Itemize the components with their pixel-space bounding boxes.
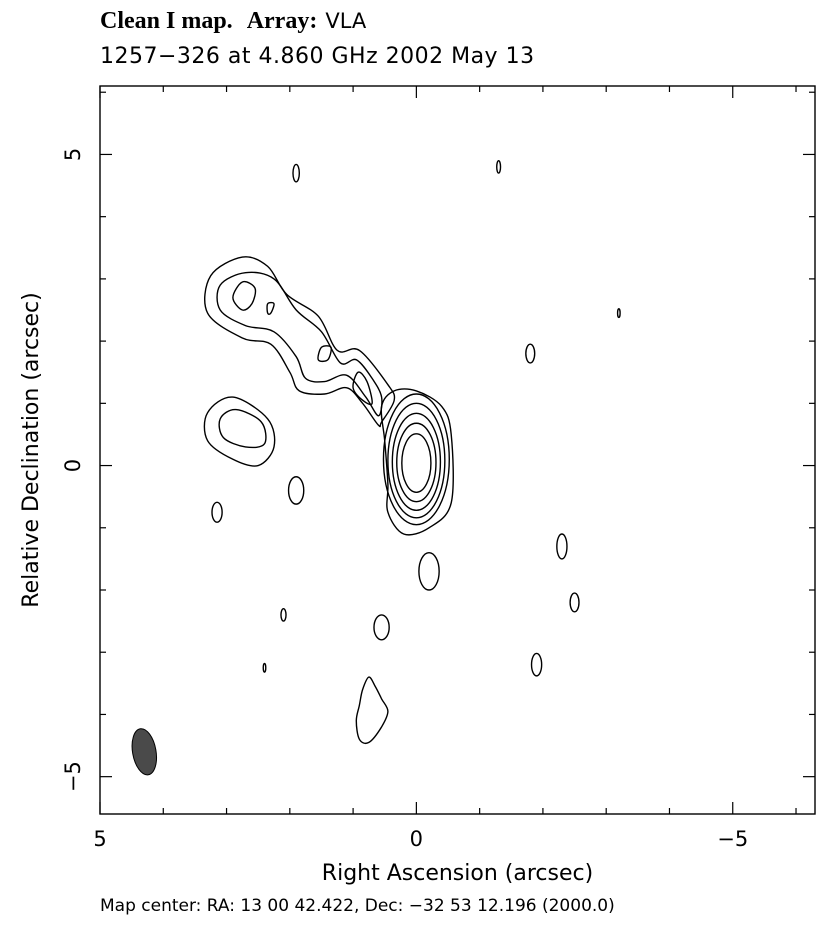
noise-contour-6 <box>556 533 568 560</box>
tick-layer <box>99 86 815 814</box>
map-center-footer: Map center: RA: 13 00 42.422, Dec: −32 5… <box>100 896 615 916</box>
noise-contour-2 <box>616 308 621 319</box>
core-outer-contour <box>380 388 454 536</box>
label-layer: 5 0 −5 5 0 −5 Right Ascension (arcsec) Relative… <box>19 148 748 886</box>
y-tick-label: 0 <box>61 459 85 472</box>
southern-contour <box>355 676 389 745</box>
noise-contour-3 <box>525 343 536 364</box>
jet-contour-4 <box>266 301 275 315</box>
noise-contour-0 <box>292 163 301 183</box>
noise-contour-8 <box>530 652 543 677</box>
noise-contour-4 <box>287 476 305 505</box>
jet-contour-2 <box>352 371 373 406</box>
noise-contour-12 <box>262 662 267 673</box>
noise-contour-11 <box>280 607 287 622</box>
core-contour-2 <box>391 412 442 512</box>
beam-layer <box>131 728 158 776</box>
array-value: VLA <box>325 9 367 33</box>
y-axis-title: Relative Declination (arcsec) <box>19 292 44 607</box>
jet-contour-5 <box>317 345 332 363</box>
chart-subtitle: 1257−326 at 4.860 GHz 2002 May 13 <box>100 44 535 69</box>
contour-layer <box>203 159 621 745</box>
jet-contour-0 <box>204 256 396 428</box>
plot-frame <box>99 85 816 815</box>
noise-contour-10 <box>373 614 390 641</box>
jet-contour-6 <box>203 396 276 467</box>
x-tick-label: 5 <box>93 827 106 851</box>
core-contour-3 <box>396 422 437 503</box>
noise-contour-7 <box>569 592 580 613</box>
core-contour-4 <box>401 433 432 494</box>
jet-contour-1 <box>216 271 383 417</box>
x-tick-label: −5 <box>717 827 748 851</box>
core-contour-0 <box>382 393 450 526</box>
y-tick-label: 5 <box>61 148 85 161</box>
core-contour-1 <box>387 402 446 519</box>
y-tick-label: −5 <box>61 761 85 792</box>
map-label: Clean I map. <box>100 8 233 34</box>
noise-contour-1 <box>496 159 502 174</box>
chart-title: Clean I map. Array: VLA <box>100 8 366 35</box>
noise-contour-5 <box>211 501 223 523</box>
array-label: Array: <box>246 8 318 34</box>
jet-contour-7 <box>218 408 267 449</box>
x-tick-label: 0 <box>410 827 423 851</box>
noise-contour-9 <box>418 551 440 591</box>
beam-ellipse <box>131 728 158 776</box>
jet-contour-3 <box>232 280 257 311</box>
x-axis-title: Right Ascension (arcsec) <box>322 861 593 886</box>
